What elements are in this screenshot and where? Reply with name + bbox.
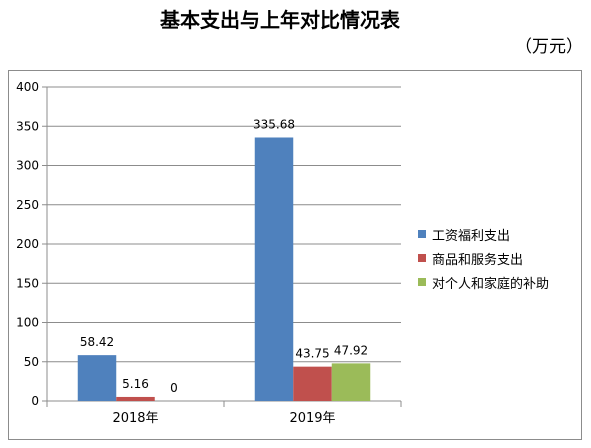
bar [331,363,371,401]
chart-title: 基本支出与上年对比情况表 [160,8,400,32]
y-tick-label: 400 [16,80,39,94]
legend-swatch-goods-services [418,254,426,262]
y-tick-label: 250 [16,198,39,212]
y-tick-label: 0 [31,394,39,408]
data-label: 5.16 [122,377,149,391]
y-tick-label: 100 [16,316,39,330]
legend-swatch-subsidy [418,278,426,286]
y-tick-label: 350 [16,119,39,133]
y-tick-label: 50 [24,355,39,369]
legend: 工资福利支出 商品和服务支出 对个人和家庭的补助 [418,222,549,294]
bar [254,137,294,401]
legend-label-goods-services: 商品和服务支出 [432,252,524,268]
legend-label-subsidy: 对个人和家庭的补助 [432,276,550,292]
unit-label: （万元） [515,37,583,57]
data-label: 58.42 [80,335,114,349]
bar [116,396,155,401]
bar [293,366,332,401]
y-tick-label: 150 [16,276,39,290]
data-label: 47.92 [334,343,368,357]
chart-frame [8,70,582,440]
legend-item-salary: 工资福利支出 [418,222,549,246]
x-tick-label: 2019年 [289,411,335,426]
legend-item-subsidy: 对个人和家庭的补助 [418,270,549,294]
data-label: 43.75 [295,347,329,361]
y-tick-label: 200 [16,237,39,251]
bar [77,355,117,401]
data-label: 0 [170,381,178,395]
legend-label-salary: 工资福利支出 [432,228,511,244]
data-label: 335.68 [253,117,295,131]
legend-swatch-salary [418,230,426,238]
y-tick-label: 300 [16,159,39,173]
legend-item-goods-services: 商品和服务支出 [418,246,549,270]
x-tick-label: 2018年 [112,411,158,426]
